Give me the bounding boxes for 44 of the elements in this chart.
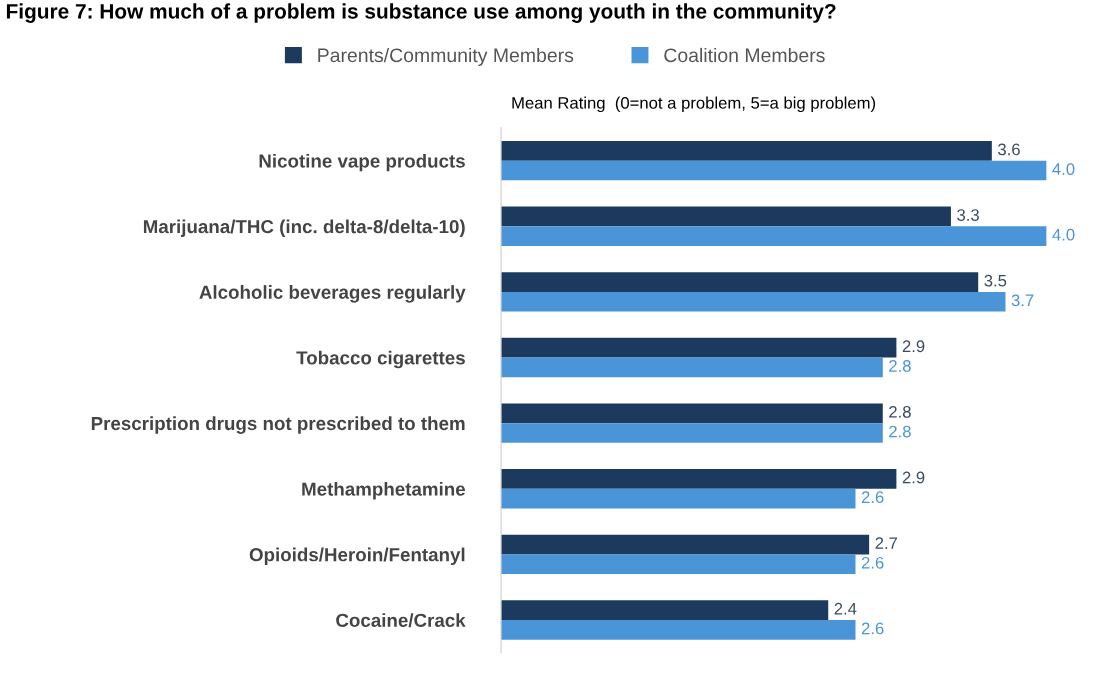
bar — [501, 403, 883, 424]
bar — [501, 291, 1006, 312]
data-label: 2.8 — [889, 425, 911, 438]
data-label: 2.6 — [861, 622, 884, 635]
data-label: 2.8 — [889, 360, 911, 372]
chart-subtitle: Mean Rating (0=not a problem, 5=a big problem) — [512, 96, 876, 113]
bar — [501, 469, 897, 489]
bar — [501, 554, 856, 575]
bar — [501, 272, 979, 292]
bar — [501, 620, 856, 640]
bar — [501, 140, 992, 161]
bar — [501, 206, 951, 227]
bar — [501, 160, 1047, 181]
y-tick-label: Alcoholic beverages regularly — [199, 285, 466, 303]
data-label: 2.8 — [889, 405, 911, 418]
legend-label: Coalition Members — [664, 47, 825, 63]
data-label: 2.9 — [902, 340, 925, 353]
y-tick-label: Marijuana/THC (inc. delta-8/delta-10) — [143, 219, 465, 237]
bar — [501, 337, 897, 358]
y-tick-label: Opioids/Heroin/Fentanyl — [249, 547, 465, 566]
data-label: 2.9 — [902, 471, 925, 484]
data-label: 3.5 — [984, 274, 1007, 287]
y-tick-label: Methamphetamine — [302, 481, 466, 500]
data-label: 2.6 — [861, 491, 884, 504]
data-label: 2.7 — [875, 537, 898, 549]
bar — [501, 488, 856, 509]
bar — [501, 357, 883, 378]
y-tick-label: Tobacco cigarettes — [296, 350, 465, 369]
data-label: 4.0 — [1052, 228, 1075, 241]
data-label: 3.3 — [957, 209, 979, 221]
data-label: 3.6 — [998, 143, 1020, 156]
data-label: 2.6 — [861, 556, 884, 569]
data-label: 2.4 — [834, 602, 857, 615]
bar — [501, 534, 870, 555]
y-tick-label: Nicotine vape products — [259, 153, 465, 172]
bar — [501, 226, 1047, 246]
y-tick-label: Prescription drugs not prescribed to them — [91, 416, 465, 434]
data-label: 4.0 — [1052, 163, 1075, 175]
bar — [501, 423, 883, 443]
bar — [501, 600, 829, 620]
legend-label: Parents/Community Members — [318, 47, 574, 67]
chart-title: Figure 7: How much of a problem is substance use among youth in the community? — [6, 3, 836, 23]
y-tick-label: Cocaine/Crack — [336, 613, 466, 628]
data-label: 3.7 — [1011, 294, 1034, 307]
